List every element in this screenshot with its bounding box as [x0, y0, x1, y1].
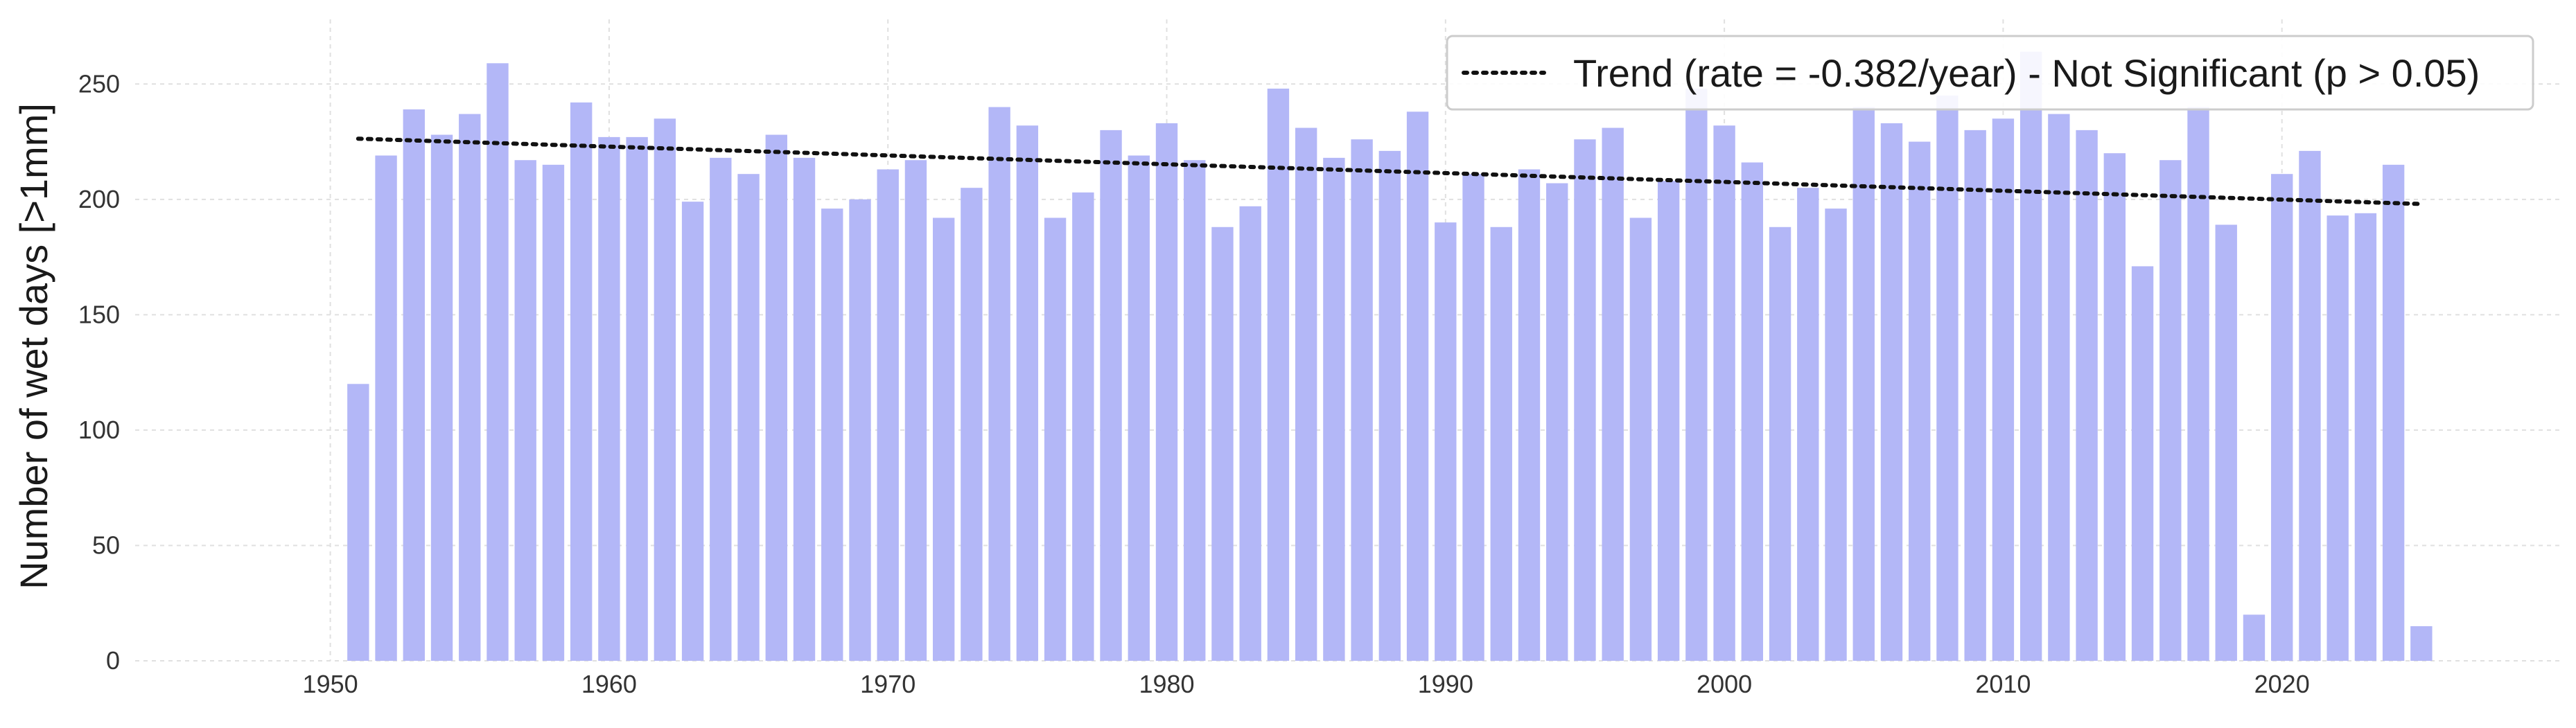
bar	[1072, 192, 1094, 661]
bar	[877, 169, 899, 661]
bar	[1518, 169, 1541, 661]
bar	[403, 109, 425, 661]
bar	[598, 136, 620, 662]
bar	[2076, 130, 2098, 661]
bar	[1211, 227, 1234, 661]
x-tick-label: 1990	[1418, 670, 1473, 698]
bar	[961, 188, 983, 661]
bar	[1239, 206, 1261, 661]
bar	[932, 217, 955, 661]
bar	[430, 134, 453, 662]
bar	[626, 136, 648, 662]
bar	[347, 384, 369, 661]
trend-line-path	[356, 136, 2424, 206]
bar	[988, 107, 1010, 661]
bar	[1992, 118, 2015, 661]
bar	[2131, 266, 2154, 662]
bar	[1295, 127, 1317, 661]
bar	[2159, 160, 2182, 661]
bar	[849, 199, 871, 661]
bar	[514, 160, 536, 661]
bar	[654, 118, 676, 661]
bar	[1184, 160, 1206, 661]
bar	[2019, 51, 2042, 661]
bar	[1741, 162, 1764, 661]
bar	[375, 155, 397, 662]
bar	[904, 160, 927, 661]
bar	[1852, 107, 1875, 661]
bar	[2271, 174, 2293, 661]
legend-trend-label: Trend (rate = -0.382/year) - Not Signifi…	[1573, 51, 2480, 95]
bar	[1685, 88, 1708, 662]
bar	[2354, 213, 2377, 661]
bar	[1323, 157, 1345, 662]
x-tick-label: 2010	[1975, 670, 2031, 698]
bar	[1128, 155, 1150, 662]
y-tick-label: 0	[106, 646, 120, 675]
bar	[1351, 139, 1373, 662]
bar	[681, 202, 704, 661]
bar	[1769, 227, 1791, 661]
bar	[2299, 150, 2321, 662]
bar	[2048, 114, 2070, 661]
bar	[821, 208, 843, 661]
bar	[1909, 141, 1931, 662]
bar	[1657, 181, 1680, 661]
bar	[710, 157, 732, 662]
y-tick-label: 100	[78, 416, 120, 444]
bar	[459, 114, 481, 661]
bar	[1797, 188, 1819, 661]
bar	[570, 102, 593, 661]
bar	[1880, 123, 1903, 661]
bar	[2215, 224, 2237, 661]
y-tick-label: 50	[92, 531, 120, 559]
bar	[765, 134, 787, 662]
legend-box	[1446, 35, 2534, 111]
bar	[542, 164, 565, 661]
bars	[347, 51, 2433, 662]
bar	[2103, 153, 2126, 662]
x-tick-label: 1970	[860, 670, 915, 698]
bar	[1574, 139, 1596, 662]
bar	[793, 157, 816, 662]
x-tick-label: 1950	[303, 670, 358, 698]
bar	[2410, 626, 2433, 661]
y-tick-label: 200	[78, 185, 120, 213]
bar	[1155, 123, 1178, 661]
bar	[1016, 125, 1039, 661]
bar	[1602, 127, 1624, 661]
bar	[1462, 174, 1484, 661]
bar	[2382, 164, 2405, 661]
bar	[1629, 217, 1652, 661]
bar	[1490, 227, 1512, 661]
bar	[1546, 183, 1568, 661]
x-tick-label: 1980	[1139, 670, 1194, 698]
x-tick-label: 2020	[2254, 670, 2310, 698]
bar	[2243, 614, 2266, 661]
legend: Trend (rate = -0.382/year) - Not Signifi…	[1446, 35, 2534, 111]
bar	[2187, 107, 2209, 661]
bar	[1435, 222, 1457, 661]
bar	[1825, 208, 1847, 661]
y-tick-labels: 0 50 100 150 200 250	[78, 69, 120, 675]
bar	[1936, 95, 1959, 661]
bar	[1267, 88, 1290, 662]
x-tick-label: 1960	[581, 670, 637, 698]
y-axis-title: Number of wet days [>1mm]	[12, 103, 55, 589]
bar	[1378, 150, 1401, 662]
y-tick-label: 250	[78, 69, 120, 98]
bar	[2327, 215, 2349, 661]
x-tick-labels: 1950 1960 1970 1980 1990 2000 2010 2020	[303, 670, 2310, 698]
bar	[1100, 130, 1122, 661]
x-tick-label: 2000	[1697, 670, 1752, 698]
trend-line	[356, 136, 2424, 206]
bar	[1406, 112, 1429, 661]
bar	[1713, 125, 1735, 661]
bar	[1044, 217, 1067, 661]
bar	[737, 174, 760, 661]
y-tick-label: 150	[78, 300, 120, 328]
bar	[487, 63, 509, 661]
bar	[1964, 130, 1986, 661]
